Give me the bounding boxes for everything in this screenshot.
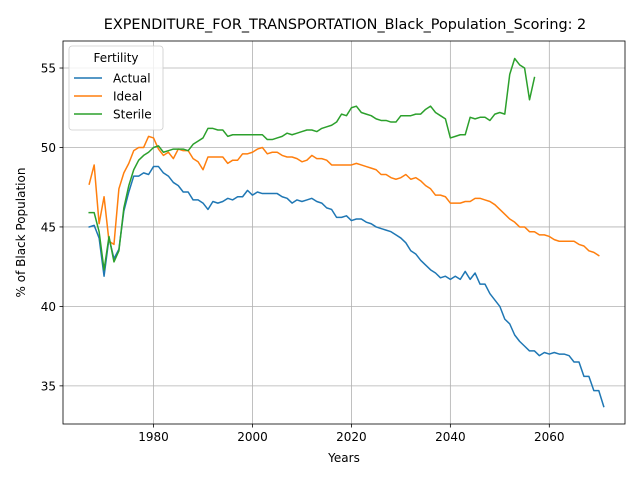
y-tick-label: 45 [41, 220, 56, 234]
x-tick-label: 2020 [336, 430, 367, 444]
series-line-sterile [88, 57, 536, 271]
series-group [88, 57, 605, 408]
x-tick-label: 2060 [534, 430, 565, 444]
y-tick-label: 40 [41, 300, 56, 314]
legend-label-ideal: Ideal [113, 90, 142, 104]
grid-lines [63, 41, 625, 424]
x-tick-label: 2000 [237, 430, 268, 444]
legend: Fertility Actual Ideal Sterile [68, 45, 164, 131]
series-line-ideal [88, 135, 600, 257]
y-tick-label: 35 [41, 379, 56, 393]
y-tick-label: 55 [41, 62, 56, 76]
x-axis-label: Years [327, 451, 360, 465]
y-axis-label: % of Black Population [14, 168, 28, 298]
x-tick-label: 1980 [138, 430, 169, 444]
y-tick-label: 50 [41, 141, 56, 155]
series-line-actual [88, 165, 605, 408]
x-axis-ticks: 1980 2000 2020 2040 2060 [138, 424, 565, 444]
plot-frame [62, 40, 626, 425]
x-tick-label: 2040 [435, 430, 466, 444]
legend-label-sterile: Sterile [113, 108, 152, 122]
y-axis-ticks: 35 40 45 50 55 [41, 62, 63, 393]
chart-title: EXPENDITURE_FOR_TRANSPORTATION_Black_Pop… [104, 17, 586, 33]
legend-label-actual: Actual [113, 72, 151, 86]
legend-title: Fertility [93, 51, 138, 65]
legend-box [68, 45, 164, 131]
